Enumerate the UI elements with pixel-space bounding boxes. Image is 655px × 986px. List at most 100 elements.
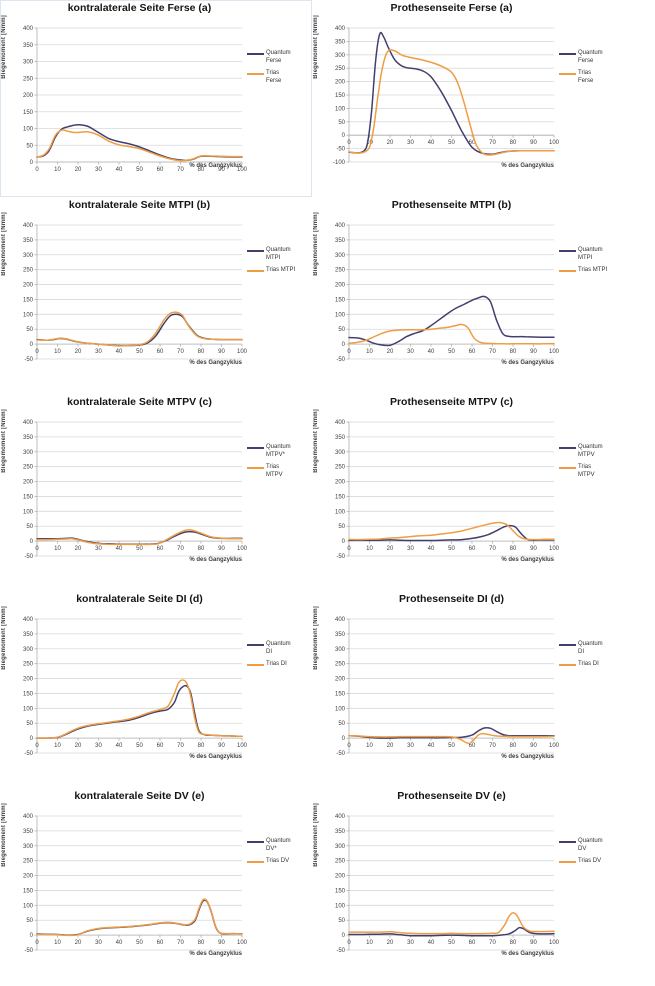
svg-text:400: 400 xyxy=(335,420,346,426)
svg-text:30: 30 xyxy=(407,546,414,552)
chart-title: kontralaterale Seite DV (e) xyxy=(74,790,205,802)
svg-text:30: 30 xyxy=(95,167,102,173)
legend-line-swatch xyxy=(559,664,576,666)
svg-text:70: 70 xyxy=(177,940,184,946)
legend-item: Trias Ferse xyxy=(559,70,621,85)
svg-text:50: 50 xyxy=(136,546,143,552)
svg-text:0: 0 xyxy=(35,546,39,552)
svg-text:0: 0 xyxy=(30,736,34,742)
legend-line-swatch xyxy=(247,664,264,666)
svg-text:50: 50 xyxy=(136,743,143,749)
x-axis-title: % des Gangzyklus xyxy=(189,951,242,957)
svg-text:200: 200 xyxy=(23,874,34,880)
svg-text:400: 400 xyxy=(335,814,346,820)
legend-line-swatch xyxy=(559,644,576,646)
svg-text:30: 30 xyxy=(95,546,102,552)
svg-text:250: 250 xyxy=(335,268,346,274)
svg-text:300: 300 xyxy=(23,647,34,653)
legend-item: Quantum DI xyxy=(247,641,309,656)
svg-text:50: 50 xyxy=(448,743,455,749)
svg-text:100: 100 xyxy=(23,706,34,712)
svg-text:350: 350 xyxy=(23,435,34,441)
svg-text:250: 250 xyxy=(335,859,346,865)
x-axis-title: % des Gangzyklus xyxy=(501,754,554,760)
svg-text:0: 0 xyxy=(342,933,346,939)
svg-text:50: 50 xyxy=(448,546,455,552)
legend-line-swatch xyxy=(247,447,264,449)
svg-text:90: 90 xyxy=(530,743,537,749)
legend-label: Trias MTPI xyxy=(266,267,296,273)
legend-line-swatch xyxy=(247,73,264,75)
svg-text:60: 60 xyxy=(157,743,164,749)
svg-text:50: 50 xyxy=(338,721,345,727)
svg-text:350: 350 xyxy=(335,829,346,835)
svg-text:100: 100 xyxy=(237,743,248,749)
svg-text:400: 400 xyxy=(335,617,346,623)
x-axis-title: % des Gangzyklus xyxy=(501,557,554,563)
svg-text:60: 60 xyxy=(157,546,164,552)
svg-text:30: 30 xyxy=(407,940,414,946)
legend-label: Trias MTPV xyxy=(578,464,595,478)
svg-text:0: 0 xyxy=(347,140,351,146)
svg-text:300: 300 xyxy=(23,844,34,850)
chart-prothesenseite-ferse-a: Prothesenseite Ferse (a) Biegemoment [Nm… xyxy=(312,0,655,197)
svg-text:70: 70 xyxy=(177,546,184,552)
legend: Quantum DV Trias DV xyxy=(559,838,621,871)
svg-text:400: 400 xyxy=(23,814,34,820)
legend-label: Quantum MTPI xyxy=(578,247,603,261)
svg-text:300: 300 xyxy=(335,253,346,259)
legend-item: Quantum DV xyxy=(559,838,621,853)
svg-text:150: 150 xyxy=(23,888,34,894)
legend: Quantum Ferse Trias Ferse xyxy=(559,50,621,90)
svg-text:250: 250 xyxy=(23,662,34,668)
legend-item: Trias Ferse xyxy=(247,70,309,85)
svg-text:50: 50 xyxy=(136,167,143,173)
legend-line-swatch xyxy=(559,447,576,449)
chart-kontralaterale-seite-mtpi-b: kontralaterale Seite MTPI (b) Biegemomen… xyxy=(0,197,312,394)
legend-item: Trias MTPI xyxy=(559,267,621,275)
svg-text:300: 300 xyxy=(23,450,34,456)
svg-text:50: 50 xyxy=(338,524,345,530)
legend-item: Quantum MTPV xyxy=(559,444,621,459)
legend-label: Quantum MTPV xyxy=(578,444,603,458)
svg-text:-50: -50 xyxy=(336,554,345,560)
svg-text:90: 90 xyxy=(530,140,537,146)
svg-text:350: 350 xyxy=(23,43,34,49)
chart-prothesenseite-mtpi-b: Prothesenseite MTPI (b) Biegemoment [Nmm… xyxy=(312,197,655,394)
legend-line-swatch xyxy=(559,73,576,75)
svg-text:0: 0 xyxy=(30,539,34,545)
svg-text:100: 100 xyxy=(237,546,248,552)
svg-text:20: 20 xyxy=(75,546,82,552)
svg-text:70: 70 xyxy=(489,140,496,146)
legend-item: Trias DI xyxy=(247,661,309,669)
svg-text:-50: -50 xyxy=(24,751,33,757)
svg-text:100: 100 xyxy=(549,743,560,749)
svg-text:0: 0 xyxy=(347,940,351,946)
svg-text:10: 10 xyxy=(54,940,61,946)
svg-text:150: 150 xyxy=(23,494,34,500)
legend-label: Quantum DV xyxy=(578,838,603,852)
svg-text:50: 50 xyxy=(26,721,33,727)
svg-text:400: 400 xyxy=(335,223,346,229)
svg-text:100: 100 xyxy=(23,509,34,515)
svg-text:90: 90 xyxy=(218,349,225,355)
legend-label: Trias DV xyxy=(266,858,290,864)
legend-item: Trias DV xyxy=(559,858,621,866)
svg-text:80: 80 xyxy=(198,546,205,552)
svg-text:30: 30 xyxy=(407,743,414,749)
svg-text:250: 250 xyxy=(23,465,34,471)
svg-text:30: 30 xyxy=(407,140,414,146)
svg-text:100: 100 xyxy=(23,903,34,909)
legend-label: Quantum MTPI xyxy=(266,247,291,261)
svg-text:20: 20 xyxy=(387,743,394,749)
svg-text:50: 50 xyxy=(26,143,33,149)
x-axis-title: % des Gangzyklus xyxy=(501,951,554,957)
legend: Quantum MTPV Trias MTPV xyxy=(559,444,621,484)
legend-label: Quantum MTPV* xyxy=(266,444,291,458)
svg-text:200: 200 xyxy=(23,93,34,99)
svg-text:250: 250 xyxy=(23,268,34,274)
